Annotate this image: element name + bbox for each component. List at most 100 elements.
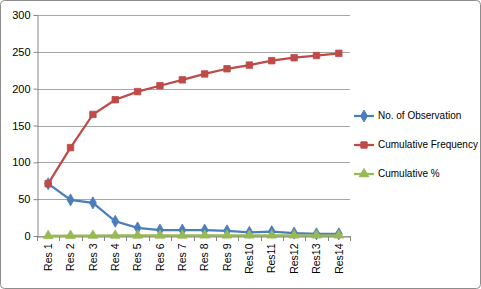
- legend-marker: [361, 110, 368, 122]
- legend-label: Cumulative %: [378, 168, 440, 179]
- series-line: [48, 53, 339, 183]
- y-axis-line: [38, 16, 39, 237]
- legend: No. of Observation Cumulative Frequency Cu…: [354, 110, 478, 179]
- plot-area: [43, 50, 343, 240]
- grid-line: [37, 89, 350, 90]
- x-tick-label: Res 9: [221, 243, 233, 271]
- y-tick-label: 150: [12, 120, 30, 132]
- series-marker: [269, 57, 275, 63]
- x-tick-mark: [126, 236, 127, 241]
- y-tick: 150: [12, 120, 37, 132]
- x-tick-label: Res14: [332, 243, 344, 274]
- y-tick: 50: [18, 193, 37, 205]
- series-marker: [246, 62, 252, 68]
- x-tick-label: Res12: [288, 243, 300, 274]
- y-tick-label: 100: [12, 156, 30, 168]
- y-tick-label: 300: [12, 9, 30, 21]
- series-marker: [336, 50, 342, 56]
- x-tick: Res11: [265, 243, 277, 273]
- series-marker: [334, 230, 344, 238]
- x-tick-label: Res 3: [87, 243, 99, 271]
- series-marker: [45, 180, 51, 186]
- x-tick-label: Res 6: [154, 243, 166, 271]
- series-marker: [112, 215, 119, 227]
- x-tick-mark: [350, 236, 351, 241]
- y-tick-mark: [34, 52, 38, 53]
- x-tick-mark: [238, 236, 239, 241]
- legend-label: No. of Observation: [378, 110, 461, 121]
- y-tick: 0: [24, 230, 37, 242]
- y-tick-mark: [34, 162, 38, 163]
- series-marker: [224, 66, 230, 72]
- series-marker: [313, 52, 319, 58]
- grid-line: [37, 199, 350, 200]
- series-marker: [88, 230, 98, 238]
- series-line: [48, 184, 339, 234]
- series-marker: [90, 111, 96, 117]
- x-tick: Res10: [243, 243, 255, 274]
- grid-line: [37, 15, 350, 16]
- series-marker: [66, 230, 76, 238]
- series-marker: [133, 230, 143, 238]
- x-tick-mark: [171, 236, 172, 241]
- x-tick: Res 7: [176, 243, 188, 271]
- y-tick-mark: [34, 199, 38, 200]
- chart-border: [1, 1, 481, 289]
- series-marker: [267, 230, 277, 238]
- y-tick: 250: [12, 46, 37, 58]
- x-tick-label: Res 8: [198, 243, 210, 271]
- x-axis: Res 1 Res 2 Res 3 Res 4 Res 5 Res 6 Res 7 Res 8…: [38, 237, 351, 274]
- series-marker: [245, 230, 255, 238]
- legend-label: Cumulative Frequency: [378, 139, 478, 150]
- y-tick-mark: [34, 15, 38, 16]
- y-tick-label: 200: [12, 83, 30, 95]
- series-marker: [43, 230, 53, 238]
- series-marker: [201, 71, 207, 77]
- x-tick: Res 1: [42, 243, 54, 271]
- x-tick-mark: [82, 236, 83, 241]
- y-tick-label: 0: [24, 230, 30, 242]
- x-tick-label: Res 2: [64, 243, 76, 271]
- x-tick: Res12: [288, 243, 300, 274]
- series-marker: [179, 77, 185, 83]
- x-tick-mark: [305, 236, 306, 241]
- x-tick: Res13: [310, 243, 322, 274]
- series-marker: [289, 230, 299, 238]
- x-tick-mark: [328, 236, 329, 241]
- x-tick-label: Res 5: [131, 243, 143, 271]
- series-marker: [67, 144, 73, 150]
- series-marker: [110, 230, 120, 238]
- x-tick-mark: [283, 236, 284, 241]
- x-tick-label: Res13: [310, 243, 322, 274]
- y-tick-label: 250: [12, 46, 30, 58]
- y-tick-mark: [34, 126, 38, 127]
- x-tick: Res 5: [131, 243, 143, 271]
- y-tick-mark: [34, 236, 38, 237]
- series-marker: [67, 194, 74, 206]
- x-tick-label: Res11: [265, 243, 277, 273]
- chart: 050100150200250300Res 1Res 2Res 3Res 4Re…: [0, 0, 481, 289]
- x-tick: Res 2: [64, 243, 76, 271]
- x-tick-mark: [104, 236, 105, 241]
- x-tick-mark: [216, 236, 217, 241]
- x-tick-label: Res10: [243, 243, 255, 274]
- x-tick: Res 9: [221, 243, 233, 271]
- x-tick-mark: [149, 236, 150, 241]
- y-tick-label: 50: [18, 193, 30, 205]
- x-tick-mark: [261, 236, 262, 241]
- x-tick-label: Res 7: [176, 243, 188, 271]
- legend-marker: [361, 142, 367, 148]
- x-tick-label: Res 4: [109, 243, 121, 271]
- series-marker: [155, 230, 165, 238]
- series-marker: [157, 82, 163, 88]
- series-marker: [112, 96, 118, 102]
- series-marker: [134, 88, 140, 94]
- x-tick: Res 8: [198, 243, 210, 271]
- grid-line: [37, 162, 350, 163]
- series-marker: [222, 230, 232, 238]
- x-tick: Res 6: [154, 243, 166, 271]
- x-tick: Res 4: [109, 243, 121, 271]
- x-tick-mark: [194, 236, 195, 241]
- y-tick-mark: [34, 89, 38, 90]
- series-marker: [200, 230, 210, 238]
